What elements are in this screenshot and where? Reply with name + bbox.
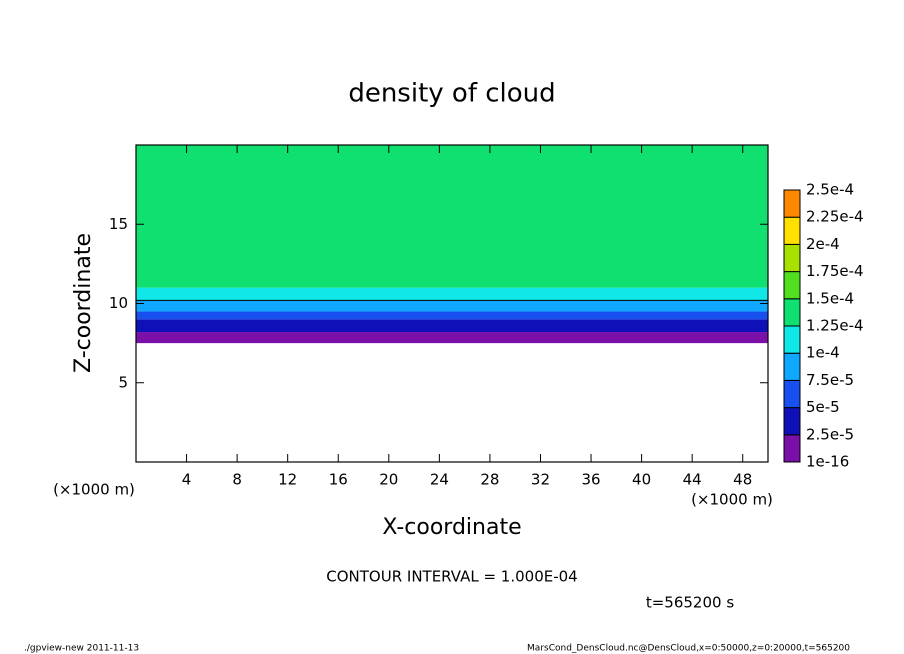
x-tick-label: 48 [733, 471, 752, 489]
time-text: t=565200 s [646, 594, 734, 612]
chart-title: density of cloud [348, 79, 555, 109]
colorbar-label: 2.5e-4 [806, 181, 854, 199]
y-tick-label: 10 [109, 294, 128, 312]
colorbar-box [783, 325, 801, 354]
colorbar-label: 1.25e-4 [806, 317, 864, 335]
x-unit: (×1000 m) [691, 491, 773, 509]
x-tick-label: 40 [632, 471, 651, 489]
colorbar-label: 5e-5 [806, 398, 840, 416]
x-axis-title: X-coordinate [382, 515, 521, 540]
field-band [136, 300, 768, 312]
x-tick-label: 20 [379, 471, 398, 489]
field-band [136, 311, 768, 320]
y-unit: (×1000 m) [53, 481, 135, 499]
x-tick-label: 12 [278, 471, 297, 489]
colorbar-label: 2.5e-5 [806, 425, 854, 443]
x-tick-label: 4 [182, 471, 192, 489]
colorbar-label: 7.5e-5 [806, 371, 854, 389]
y-tick-label: 5 [118, 373, 128, 391]
footer-left: ./gpview-new 2011-11-13 [24, 644, 139, 654]
x-tick-label: 24 [430, 471, 449, 489]
x-tick-label: 32 [531, 471, 550, 489]
colorbar-label: 1e-4 [806, 344, 840, 362]
field-band [136, 319, 768, 333]
colorbar-box [783, 189, 801, 218]
colorbar-box [783, 216, 801, 245]
colorbar-label: 2.25e-4 [806, 208, 864, 226]
field-band [136, 332, 768, 344]
colorbar-box [783, 407, 801, 436]
x-tick-label: 16 [329, 471, 348, 489]
colorbar-label: 2e-4 [806, 235, 840, 253]
colorbar-box [783, 298, 801, 327]
footer-right: MarsCond_DensCloud.nc@DensCloud,x=0:5000… [527, 644, 850, 654]
colorbar-box [783, 434, 801, 463]
x-tick-label: 8 [232, 471, 242, 489]
colorbar-box [783, 379, 801, 409]
field-band [136, 145, 768, 288]
colorbar-box [783, 271, 801, 300]
x-tick-label: 44 [683, 471, 702, 489]
y-tick-label: 15 [109, 215, 128, 233]
colorbar-label: 1.75e-4 [806, 262, 864, 280]
x-tick-label: 36 [581, 471, 600, 489]
contour-text: CONTOUR INTERVAL = 1.000E-04 [326, 568, 577, 586]
x-tick-label: 28 [480, 471, 499, 489]
colorbar-label: 1e-16 [806, 453, 849, 471]
colorbar-box [783, 243, 801, 273]
y-axis-title: Z-coordinate [71, 233, 96, 373]
colorbar-label: 1.5e-4 [806, 289, 854, 307]
colorbar-box [783, 352, 801, 381]
field-band [136, 287, 768, 301]
